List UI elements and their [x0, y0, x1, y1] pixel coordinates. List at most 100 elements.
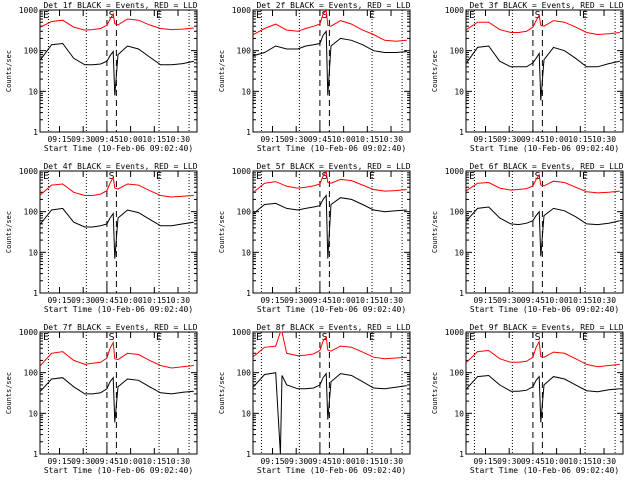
end-marker-label: E — [582, 332, 588, 343]
lld-series-line — [40, 12, 194, 31]
end-marker-label: E — [582, 171, 588, 182]
start-marker-label: S — [109, 171, 115, 182]
y-tick-label: 100 — [237, 47, 252, 56]
plot-frame — [465, 9, 624, 133]
y-axis-label: Counts/sec — [431, 211, 439, 253]
plot-frame — [252, 9, 411, 133]
y-tick-label: 100 — [24, 208, 39, 217]
edge-marker-label: E — [43, 171, 49, 182]
y-tick-label: 100 — [450, 208, 465, 217]
panel-title: Det 3f BLACK = Events, RED = LLD — [469, 1, 623, 10]
x-tick-label: 09:15 — [260, 296, 284, 305]
plot-frame — [252, 331, 411, 455]
end-marker-label: E — [369, 332, 375, 343]
x-tick-label: 10:00 — [119, 296, 143, 305]
x-tick-label: 09:30 — [71, 296, 95, 305]
x-tick-label: 10:00 — [332, 457, 356, 466]
y-tick-label: 100 — [450, 47, 465, 56]
y-tick-label: 1 — [246, 450, 251, 459]
lld-series-line — [466, 173, 620, 194]
plot-frame — [252, 170, 411, 294]
events-series-line — [40, 376, 194, 423]
x-tick-label: 10:30 — [166, 457, 190, 466]
y-tick-label: 100 — [24, 369, 39, 378]
y-tick-label: 1000 — [445, 167, 464, 176]
y-axis-label: Counts/sec — [5, 372, 13, 414]
y-tick-label: 1 — [459, 450, 464, 459]
y-tick-label: 10 — [454, 409, 464, 418]
x-tick-label: 09:30 — [497, 135, 521, 144]
x-tick-label: 10:00 — [545, 296, 569, 305]
x-tick-label: 10:15 — [142, 135, 166, 144]
y-tick-label: 10 — [241, 248, 251, 257]
y-axis-label: Counts/sec — [431, 50, 439, 92]
x-tick-label: 10:15 — [142, 457, 166, 466]
end-marker-label: E — [156, 10, 162, 21]
x-axis-label: Start Time (10-Feb-06 09:02:40) — [470, 305, 619, 314]
x-tick-label: 09:30 — [71, 135, 95, 144]
edge-marker-label: E — [43, 332, 49, 343]
y-tick-label: 1 — [33, 289, 38, 298]
lld-series-line — [40, 340, 194, 369]
y-tick-label: 10 — [28, 248, 38, 257]
y-tick-label: 1 — [246, 289, 251, 298]
x-tick-label: 09:45 — [521, 296, 545, 305]
x-axis-label: Start Time (10-Feb-06 09:02:40) — [44, 305, 193, 314]
x-axis-label: Start Time (10-Feb-06 09:02:40) — [44, 144, 193, 153]
y-tick-label: 10 — [241, 409, 251, 418]
lld-series-line — [253, 170, 407, 193]
panel-title: Det 4f BLACK = Events, RED = LLD — [43, 162, 197, 171]
y-tick-label: 10 — [28, 409, 38, 418]
plot-frame — [465, 331, 624, 455]
edge-marker-label: E — [256, 171, 262, 182]
lld-series-line — [253, 8, 407, 42]
x-tick-label: 10:00 — [545, 457, 569, 466]
events-series-line — [466, 374, 620, 423]
end-marker-label: E — [582, 10, 588, 21]
events-series-line — [40, 207, 194, 259]
plot-frame — [39, 170, 198, 294]
x-tick-label: 10:15 — [142, 296, 166, 305]
y-axis-label: Counts/sec — [218, 372, 226, 414]
y-tick-label: 10 — [28, 87, 38, 96]
x-tick-label: 10:15 — [355, 135, 379, 144]
y-tick-label: 100 — [237, 369, 252, 378]
y-tick-label: 1000 — [232, 6, 251, 15]
start-marker-label: S — [322, 171, 328, 182]
edge-marker-label: E — [469, 332, 475, 343]
x-tick-label: 09:30 — [284, 457, 308, 466]
panel-title: Det 7f BLACK = Events, RED = LLD — [43, 323, 197, 332]
x-axis-label: Start Time (10-Feb-06 09:02:40) — [257, 144, 406, 153]
x-tick-label: 10:15 — [568, 457, 592, 466]
y-tick-label: 1000 — [445, 328, 464, 337]
panel-title: Det 2f BLACK = Events, RED = LLD — [256, 1, 410, 10]
y-tick-label: 1 — [459, 289, 464, 298]
x-tick-label: 10:00 — [332, 135, 356, 144]
x-tick-label: 09:30 — [284, 135, 308, 144]
lld-series-line — [253, 331, 407, 360]
y-tick-label: 1 — [33, 128, 38, 137]
y-tick-label: 1000 — [19, 328, 38, 337]
x-tick-label: 09:15 — [260, 135, 284, 144]
y-axis-label: Counts/sec — [218, 50, 226, 92]
start-marker-label: S — [535, 10, 541, 21]
x-tick-label: 09:15 — [473, 457, 497, 466]
x-tick-label: 10:15 — [568, 296, 592, 305]
end-marker-label: E — [156, 332, 162, 343]
x-tick-label: 10:15 — [355, 296, 379, 305]
x-tick-label: 10:30 — [166, 135, 190, 144]
x-tick-label: 09:15 — [473, 135, 497, 144]
x-tick-label: 09:45 — [95, 296, 119, 305]
x-tick-label: 09:45 — [308, 296, 332, 305]
x-tick-label: 09:45 — [521, 457, 545, 466]
events-series-line — [40, 42, 194, 96]
panel-title: Det 1f BLACK = Events, RED = LLD — [43, 1, 197, 10]
